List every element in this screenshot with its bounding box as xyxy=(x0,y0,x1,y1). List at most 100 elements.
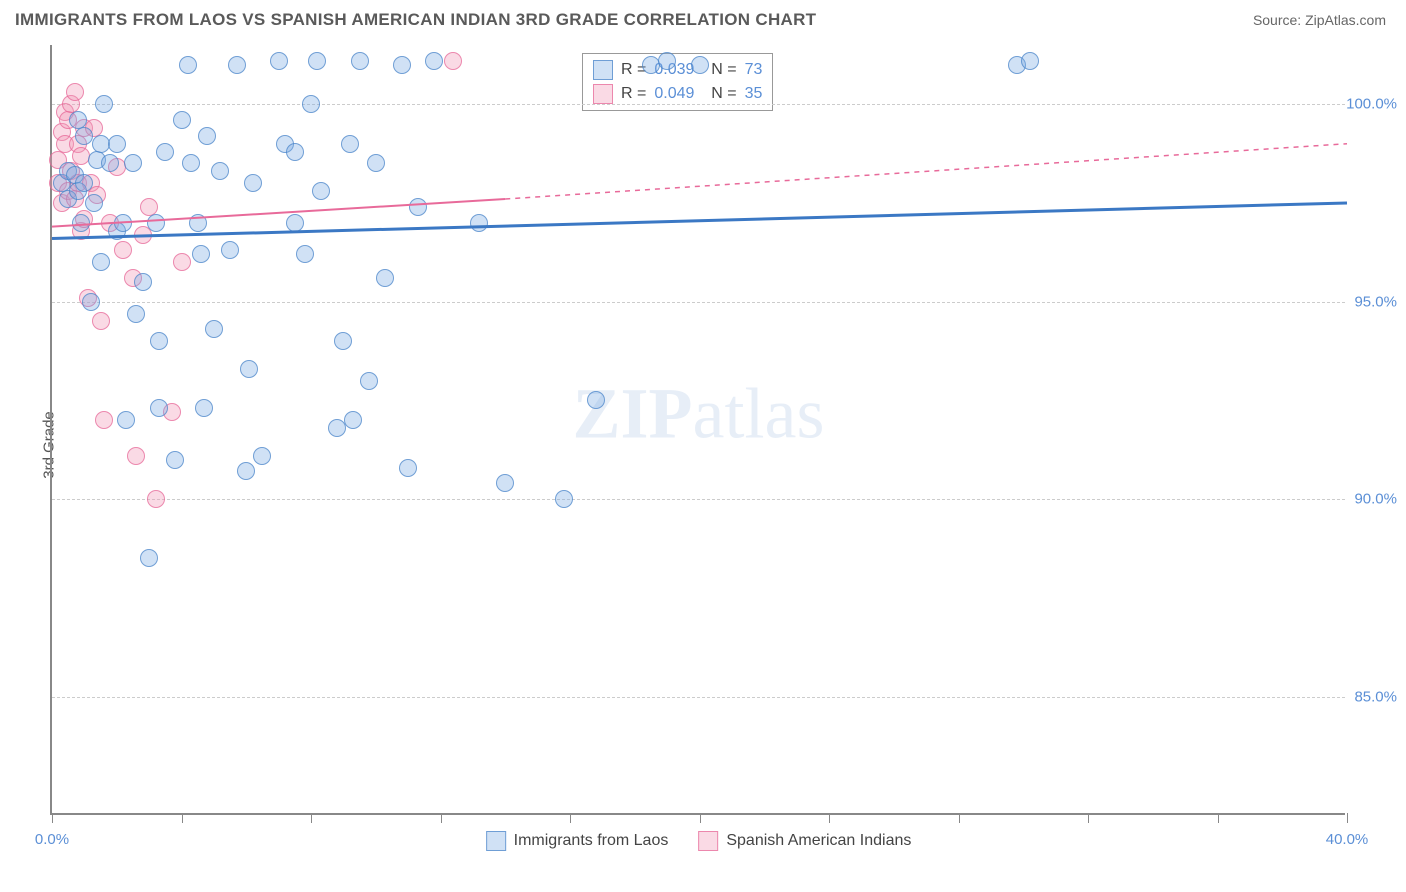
data-point xyxy=(114,214,132,232)
data-point xyxy=(72,147,90,165)
x-tick xyxy=(182,813,183,823)
y-tick-label: 95.0% xyxy=(1354,293,1397,310)
data-point xyxy=(409,198,427,216)
data-point xyxy=(82,293,100,311)
data-point xyxy=(399,459,417,477)
data-point xyxy=(66,83,84,101)
x-tick-label: 0.0% xyxy=(35,831,69,848)
data-point xyxy=(658,52,676,70)
swatch-pink-icon xyxy=(593,84,613,104)
gridline xyxy=(52,499,1345,500)
data-point xyxy=(189,214,207,232)
data-point xyxy=(117,411,135,429)
data-point xyxy=(286,214,304,232)
data-point xyxy=(308,52,326,70)
plot-area: ZIPatlas R = 0.039 N = 73 R = 0.049 N = … xyxy=(50,45,1345,815)
x-tick xyxy=(1347,813,1348,823)
data-point xyxy=(156,143,174,161)
data-point xyxy=(195,399,213,417)
data-point xyxy=(555,490,573,508)
legend-stats: R = 0.039 N = 73 R = 0.049 N = 35 xyxy=(582,53,773,111)
legend-series: Immigrants from Laos Spanish American In… xyxy=(486,831,912,851)
data-point xyxy=(101,154,119,172)
data-point xyxy=(444,52,462,70)
swatch-pink-icon xyxy=(698,831,718,851)
data-point xyxy=(376,269,394,287)
data-point xyxy=(351,52,369,70)
data-point xyxy=(302,95,320,113)
data-point xyxy=(147,490,165,508)
x-tick xyxy=(829,813,830,823)
data-point xyxy=(244,174,262,192)
data-point xyxy=(286,143,304,161)
data-point xyxy=(221,241,239,259)
x-tick xyxy=(959,813,960,823)
swatch-blue-icon xyxy=(486,831,506,851)
data-point xyxy=(228,56,246,74)
data-point xyxy=(393,56,411,74)
x-tick xyxy=(441,813,442,823)
legend-stats-row-blue: R = 0.039 N = 73 xyxy=(593,58,762,82)
x-tick xyxy=(52,813,53,823)
data-point xyxy=(328,419,346,437)
data-point xyxy=(72,214,90,232)
data-point xyxy=(344,411,362,429)
data-point xyxy=(173,111,191,129)
legend-item-blue: Immigrants from Laos xyxy=(486,831,669,851)
data-point xyxy=(1021,52,1039,70)
data-point xyxy=(270,52,288,70)
y-tick-label: 100.0% xyxy=(1346,96,1397,113)
data-point xyxy=(179,56,197,74)
data-point xyxy=(92,253,110,271)
data-point xyxy=(334,332,352,350)
data-point xyxy=(496,474,514,492)
data-point xyxy=(360,372,378,390)
source-label: Source: ZipAtlas.com xyxy=(1253,12,1386,28)
x-tick xyxy=(1088,813,1089,823)
gridline xyxy=(52,697,1345,698)
data-point xyxy=(150,399,168,417)
data-point xyxy=(198,127,216,145)
legend-item-pink: Spanish American Indians xyxy=(698,831,911,851)
y-tick-label: 85.0% xyxy=(1354,688,1397,705)
gridline xyxy=(52,104,1345,105)
data-point xyxy=(296,245,314,263)
data-point xyxy=(95,411,113,429)
data-point xyxy=(150,332,168,350)
data-point xyxy=(95,95,113,113)
x-tick xyxy=(311,813,312,823)
x-tick xyxy=(1218,813,1219,823)
data-point xyxy=(253,447,271,465)
data-point xyxy=(173,253,191,271)
data-point xyxy=(127,447,145,465)
data-point xyxy=(85,194,103,212)
data-point xyxy=(124,154,142,172)
chart-container: 3rd Grade ZIPatlas R = 0.039 N = 73 R = … xyxy=(50,45,1390,845)
data-point xyxy=(470,214,488,232)
data-point xyxy=(240,360,258,378)
data-point xyxy=(182,154,200,172)
swatch-blue-icon xyxy=(593,60,613,80)
data-point xyxy=(367,154,385,172)
data-point xyxy=(211,162,229,180)
data-point xyxy=(140,549,158,567)
data-point xyxy=(92,312,110,330)
data-point xyxy=(312,182,330,200)
data-point xyxy=(75,174,93,192)
data-point xyxy=(587,391,605,409)
gridline xyxy=(52,302,1345,303)
x-tick xyxy=(570,813,571,823)
data-point xyxy=(237,462,255,480)
data-point xyxy=(425,52,443,70)
data-point xyxy=(114,241,132,259)
data-point xyxy=(134,273,152,291)
trend-lines xyxy=(52,45,1347,815)
x-tick-label: 40.0% xyxy=(1326,831,1369,848)
data-point xyxy=(691,56,709,74)
data-point xyxy=(127,305,145,323)
x-tick xyxy=(700,813,701,823)
watermark: ZIPatlas xyxy=(573,372,825,455)
chart-title: IMMIGRANTS FROM LAOS VS SPANISH AMERICAN… xyxy=(15,10,816,30)
data-point xyxy=(192,245,210,263)
y-tick-label: 90.0% xyxy=(1354,491,1397,508)
